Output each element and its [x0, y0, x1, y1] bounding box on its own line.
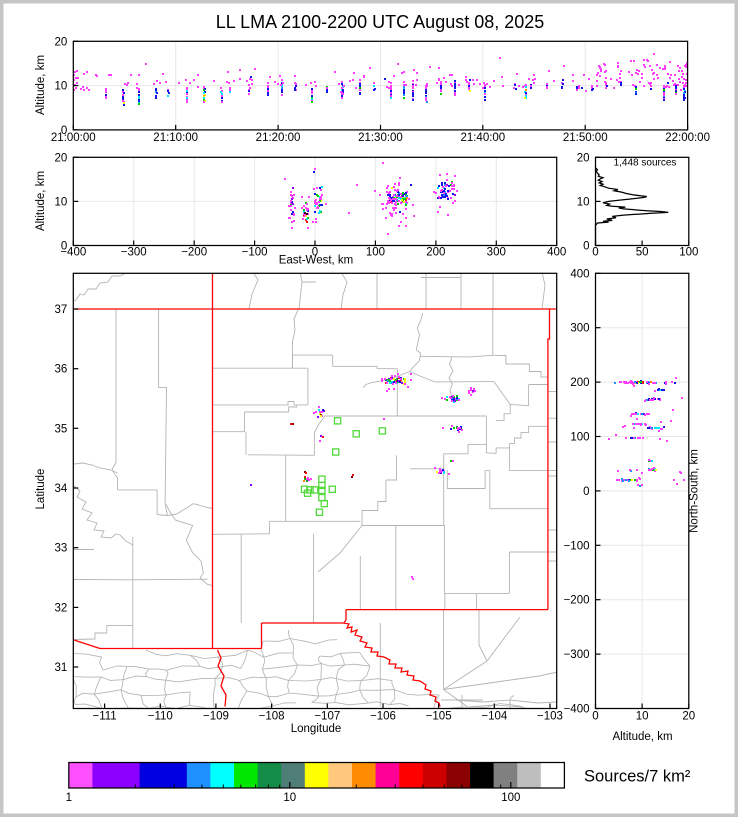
svg-text:50: 50: [636, 247, 649, 259]
svg-text:Altitude, km: Altitude, km: [612, 731, 672, 743]
svg-text:21:10:00: 21:10:00: [153, 132, 198, 144]
svg-text:100: 100: [570, 432, 589, 444]
svg-text:−100: −100: [564, 540, 590, 552]
svg-text:21:40:00: 21:40:00: [460, 132, 505, 144]
svg-text:33: 33: [55, 543, 68, 555]
svg-text:100: 100: [501, 792, 520, 804]
svg-text:20: 20: [55, 36, 68, 48]
svg-text:East-West, km: East-West, km: [279, 255, 354, 267]
svg-text:20: 20: [577, 152, 590, 164]
svg-text:−111: −111: [92, 711, 116, 723]
svg-text:Altitude, km: Altitude, km: [35, 171, 47, 231]
svg-text:100: 100: [679, 247, 698, 259]
svg-text:−108: −108: [259, 711, 285, 723]
svg-text:100: 100: [366, 247, 385, 259]
svg-text:1: 1: [66, 792, 72, 804]
svg-text:21:50:00: 21:50:00: [563, 132, 608, 144]
svg-text:10: 10: [577, 196, 590, 208]
svg-text:21:30:00: 21:30:00: [358, 132, 403, 144]
svg-text:LL LMA 2100-2200 UTC August 08: LL LMA 2100-2200 UTC August 08, 2025: [216, 12, 545, 32]
svg-text:20: 20: [682, 711, 695, 723]
svg-text:North-South, km: North-South, km: [689, 449, 701, 533]
svg-text:Longitude: Longitude: [291, 723, 342, 735]
svg-text:21:20:00: 21:20:00: [256, 132, 301, 144]
svg-text:32: 32: [55, 602, 68, 614]
svg-text:200: 200: [570, 377, 589, 389]
svg-text:31: 31: [55, 662, 68, 674]
svg-text:10: 10: [283, 792, 296, 804]
svg-text:Latitude: Latitude: [35, 469, 47, 510]
svg-text:−300: −300: [121, 247, 147, 259]
svg-text:Sources/7 km²: Sources/7 km²: [584, 768, 691, 786]
svg-text:−110: −110: [148, 711, 173, 723]
svg-text:0: 0: [592, 711, 598, 723]
svg-text:34: 34: [55, 483, 68, 495]
svg-text:−104: −104: [481, 711, 508, 723]
svg-text:36: 36: [55, 364, 68, 376]
svg-text:−300: −300: [564, 649, 590, 661]
svg-text:1,448 sources: 1,448 sources: [614, 158, 677, 169]
svg-text:21:00:00: 21:00:00: [51, 132, 96, 144]
svg-text:22:00:00: 22:00:00: [665, 132, 710, 144]
svg-text:−106: −106: [370, 711, 396, 723]
svg-text:0: 0: [583, 486, 589, 498]
svg-text:0: 0: [592, 247, 598, 259]
svg-text:20: 20: [55, 152, 68, 164]
svg-text:Altitude, km: Altitude, km: [35, 55, 47, 115]
svg-text:0: 0: [61, 241, 67, 253]
svg-text:−400: −400: [564, 704, 590, 716]
svg-text:300: 300: [487, 247, 506, 259]
svg-text:10: 10: [55, 196, 68, 208]
svg-text:300: 300: [570, 323, 589, 335]
svg-text:−105: −105: [426, 711, 452, 723]
svg-text:−200: −200: [181, 247, 207, 259]
svg-text:0: 0: [583, 241, 589, 253]
svg-text:400: 400: [570, 268, 589, 280]
svg-text:10: 10: [55, 81, 68, 93]
svg-text:−200: −200: [564, 595, 590, 607]
svg-text:−109: −109: [203, 711, 229, 723]
svg-text:35: 35: [55, 423, 68, 435]
svg-text:200: 200: [426, 247, 445, 259]
svg-text:−103: −103: [537, 711, 563, 723]
svg-text:−100: −100: [242, 247, 268, 259]
svg-text:−107: −107: [314, 711, 340, 723]
svg-text:400: 400: [547, 247, 566, 259]
svg-text:0: 0: [61, 125, 67, 137]
svg-text:10: 10: [636, 711, 649, 723]
svg-text:37: 37: [55, 304, 68, 316]
